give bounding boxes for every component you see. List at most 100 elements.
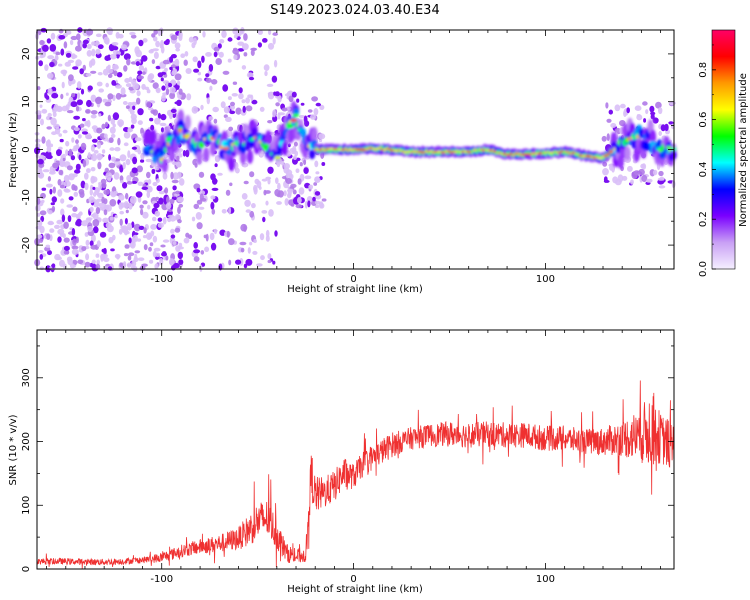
spectrogram-cell (245, 97, 251, 104)
spectrogram-cell (609, 164, 614, 171)
spectrogram-cell (191, 216, 196, 222)
spectrogram-cell (65, 250, 70, 255)
spectrogram-cell (102, 217, 109, 223)
spectrogram-cell (131, 146, 137, 150)
spectrogram-cell (113, 172, 120, 180)
spectrogram-cell (62, 69, 67, 77)
spectrogram-cell (132, 156, 138, 165)
spectrogram-cell (314, 191, 321, 196)
spectrogram-cell (645, 109, 649, 115)
spectrogram-cell (96, 259, 100, 265)
spectrogram-cell (56, 149, 62, 157)
spectrogram-x-axis: -100 0 100 (46, 30, 661, 285)
spectrogram-cell (283, 190, 287, 197)
spectrogram-cell (298, 187, 305, 195)
spectrogram-cell (166, 196, 170, 204)
spectrogram-cell (119, 210, 124, 215)
spectrogram-cell (135, 191, 143, 198)
spectrogram-cell (91, 153, 98, 162)
spectrogram-cell (116, 72, 123, 78)
spectrogram-cell (210, 242, 217, 251)
spectrogram-cell (638, 168, 645, 176)
spectrogram-cell (160, 127, 165, 133)
trace-cell (624, 146, 631, 161)
spectrogram-cell (284, 198, 289, 206)
spectrogram-cell (97, 44, 104, 50)
spectrogram-cell (152, 216, 157, 222)
spectrogram-cell (188, 36, 194, 43)
spectrogram-cell (135, 61, 140, 67)
spectrogram-cell (51, 263, 56, 269)
spectrogram-cell (112, 64, 119, 69)
spectrogram-cell (195, 212, 202, 220)
spectrogram-cell (132, 234, 138, 242)
spectrogram-cell (126, 58, 131, 66)
spectrogram-cell (196, 222, 203, 230)
spectrogram-cell (87, 225, 93, 232)
spectrogram-cell (63, 221, 69, 229)
spectrogram-cell (650, 111, 656, 116)
spectrogram-cell (90, 94, 97, 103)
spectrogram-cell (240, 247, 245, 253)
spectrogram-cell (272, 260, 276, 265)
spectrogram-cell (174, 227, 181, 233)
spectrogram-cell (267, 166, 274, 174)
spectrogram-cell (295, 168, 300, 173)
spectrogram-cell (602, 161, 608, 167)
spectrogram-cell (296, 98, 300, 103)
spectrogram-cell (157, 222, 164, 228)
spectrogram-cell (63, 237, 70, 243)
spectrogram-cell (167, 214, 175, 218)
spectrogram-cell (90, 244, 98, 250)
spectrogram-cell (137, 75, 145, 80)
spectrogram-cell (261, 178, 268, 182)
trace-cell (290, 118, 297, 123)
spectrogram-cell (103, 198, 108, 205)
spectrogram-cell (176, 99, 182, 107)
spectrogram-cell (149, 259, 154, 264)
spectrogram-cell (170, 234, 176, 239)
spectrogram-cell (265, 235, 270, 242)
spectrogram-cell (215, 58, 222, 65)
spectrogram-cell (129, 240, 136, 249)
spectrogram-cell (233, 54, 238, 60)
snr-plot-area (37, 330, 674, 569)
spectrogram-cell (214, 155, 221, 162)
spectrogram-cell (321, 198, 327, 202)
spectrogram-cell (66, 165, 73, 171)
spectrogram-cell (229, 182, 233, 187)
x-tick-label: 0 (350, 574, 356, 585)
spectrogram-cell (621, 175, 628, 181)
spectrogram-cell (71, 137, 75, 143)
spectrogram-cell (89, 206, 94, 213)
spectrogram-cell (153, 247, 161, 252)
colorbar-tick-label: 0.4 (698, 161, 709, 177)
spectrogram-cell (275, 102, 280, 107)
spectrogram-cell (126, 262, 132, 268)
spectrogram-cell (153, 51, 159, 60)
spectrogram-cell (65, 52, 72, 58)
spectrogram-cell (239, 241, 247, 246)
spectrogram-cell (111, 80, 117, 86)
spectrogram-cell (124, 244, 130, 249)
spectrogram-cell (61, 105, 68, 112)
spectrogram-cell (303, 159, 307, 166)
spectrogram-cell (152, 82, 159, 89)
spectrogram-y-axis: -20 -10 0 10 20 (21, 29, 674, 270)
spectrogram-cell (241, 193, 248, 200)
spectrogram-cell (226, 230, 230, 238)
spectrogram-cell (191, 42, 196, 49)
spectrogram-cell (192, 56, 198, 63)
snr-x-label: Height of straight line (km) (287, 584, 423, 595)
spectrogram-cell (198, 171, 205, 178)
spectrogram-cell (175, 47, 180, 52)
spectrogram-cell (162, 59, 170, 65)
spectrogram-cell (71, 184, 76, 191)
spectrogram-cell (56, 219, 63, 225)
spectrogram-cell (177, 171, 182, 179)
spectrogram-cell (95, 263, 101, 270)
spectrogram-cell (228, 238, 235, 246)
spectrogram-cell (185, 149, 190, 158)
spectrogram-cell (122, 101, 128, 105)
spectrogram-cell (97, 192, 104, 199)
